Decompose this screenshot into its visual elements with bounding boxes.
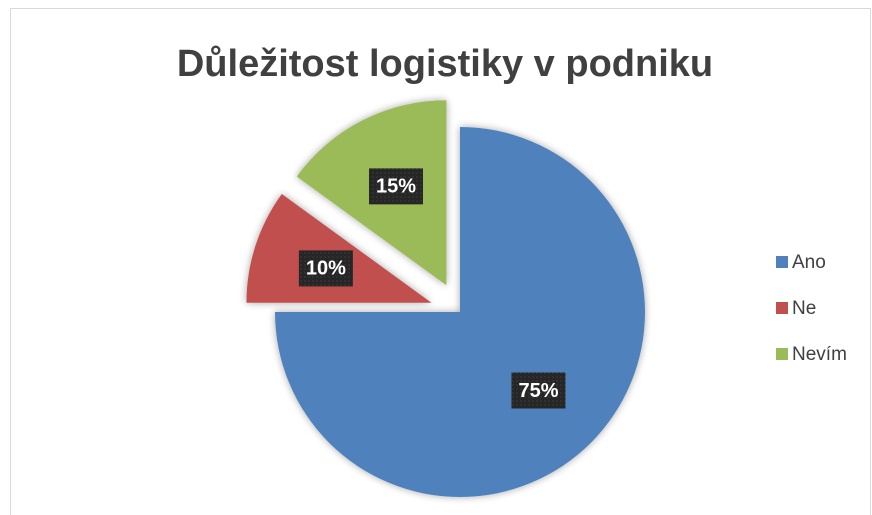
data-label-box	[368, 168, 423, 205]
data-label: 75%	[518, 380, 558, 402]
legend-label: Ano	[792, 252, 826, 273]
legend-label: Nevím	[792, 344, 847, 365]
legend: Ano Ne Nevím	[776, 252, 847, 365]
data-label: 15%	[376, 176, 416, 198]
data-label-box	[298, 250, 353, 287]
legend-label: Ne	[792, 298, 816, 319]
legend-swatch	[776, 256, 788, 268]
chart-title: Důležitost logistiky v podniku	[177, 43, 713, 85]
legend-swatch	[776, 302, 788, 314]
legend-swatch	[776, 348, 788, 360]
pie-slice	[246, 193, 432, 303]
data-label-box	[511, 372, 566, 409]
pie: 75% 10% 15%	[246, 100, 645, 497]
data-label: 10%	[306, 258, 346, 280]
